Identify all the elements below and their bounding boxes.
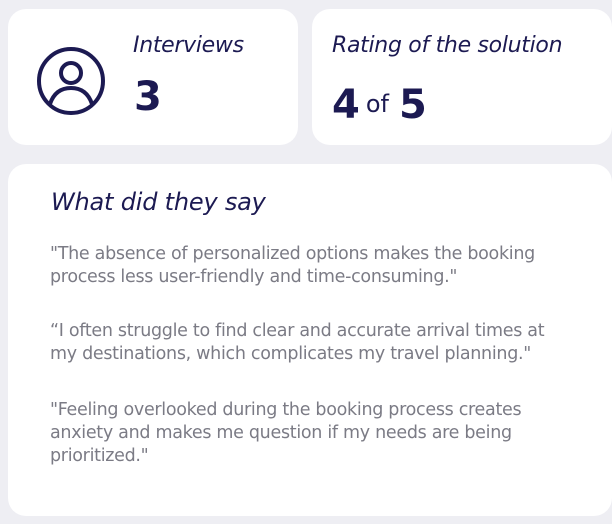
feedback-title: What did they say (51, 188, 266, 216)
rating-max: 5 (398, 82, 427, 128)
rating-value: 4 of 5 (332, 85, 427, 125)
quote-text: “I often struggle to find clear and accu… (50, 321, 545, 364)
interviews-count: 3 (134, 74, 162, 120)
interviews-card: Interviews 3 (8, 9, 298, 145)
rating-label: Rating of the solution (332, 33, 563, 58)
user-icon (37, 47, 105, 115)
rating-of-text: of (365, 90, 389, 118)
interviews-label: Interviews (133, 33, 244, 58)
quote-text: "The absence of personalized options mak… (50, 244, 535, 287)
quote-text: "Feeling overlooked during the booking p… (50, 400, 522, 466)
feedback-card: What did they say "The absence of person… (8, 164, 612, 516)
rating-score: 4 (332, 82, 360, 128)
rating-card: Rating of the solution 4 of 5 (312, 9, 612, 145)
